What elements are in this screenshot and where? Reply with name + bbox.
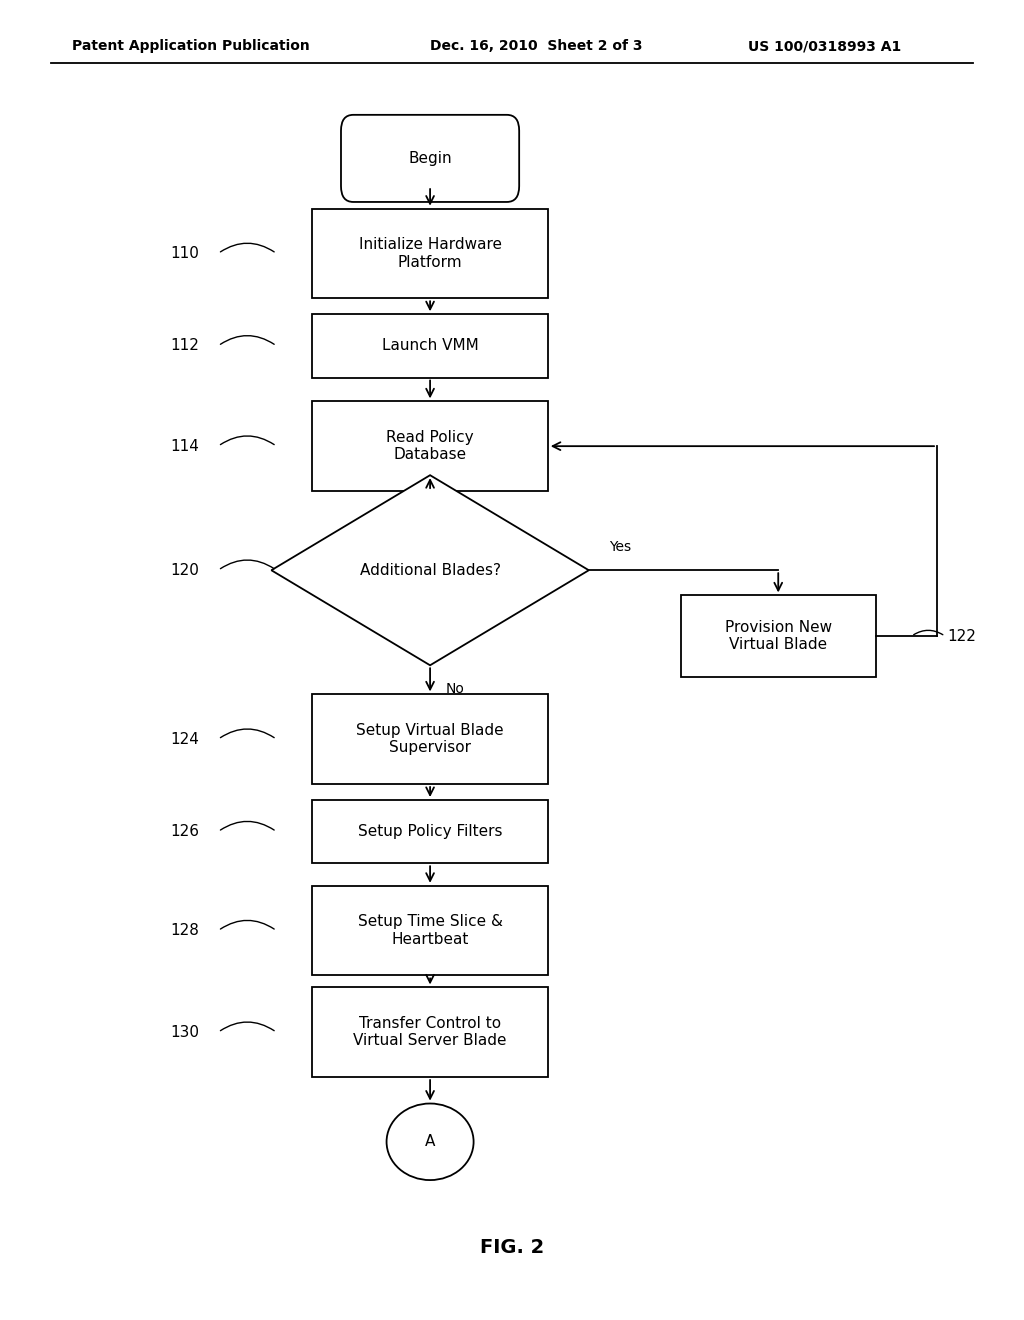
Text: Initialize Hardware
Platform: Initialize Hardware Platform <box>358 238 502 269</box>
Text: FIG. 2: FIG. 2 <box>480 1238 544 1257</box>
Ellipse shape <box>386 1104 473 1180</box>
Bar <box>312 401 548 491</box>
Text: Read Policy
Database: Read Policy Database <box>386 430 474 462</box>
Text: 120: 120 <box>171 562 200 578</box>
Text: No: No <box>445 682 464 696</box>
Polygon shape <box>271 475 589 665</box>
Text: Additional Blades?: Additional Blades? <box>359 562 501 578</box>
Text: Setup Time Slice &
Heartbeat: Setup Time Slice & Heartbeat <box>357 915 503 946</box>
Text: Patent Application Publication: Patent Application Publication <box>72 40 309 53</box>
Text: A: A <box>425 1134 435 1150</box>
Bar <box>312 987 548 1077</box>
Bar <box>681 595 876 677</box>
Bar <box>312 314 548 378</box>
Text: Provision New
Virtual Blade: Provision New Virtual Blade <box>725 620 831 652</box>
Text: Yes: Yes <box>609 540 632 554</box>
Text: Setup Virtual Blade
Supervisor: Setup Virtual Blade Supervisor <box>356 723 504 755</box>
Bar <box>312 886 548 975</box>
Text: 128: 128 <box>171 923 200 939</box>
Bar <box>312 694 548 784</box>
Text: Setup Policy Filters: Setup Policy Filters <box>357 824 503 840</box>
Bar <box>312 209 548 298</box>
Text: 126: 126 <box>171 824 200 840</box>
Text: 114: 114 <box>171 438 200 454</box>
Text: 124: 124 <box>171 731 200 747</box>
Text: Launch VMM: Launch VMM <box>382 338 478 354</box>
Text: US 100/0318993 A1: US 100/0318993 A1 <box>748 40 901 53</box>
Text: 130: 130 <box>171 1024 200 1040</box>
Text: 110: 110 <box>171 246 200 261</box>
Text: 122: 122 <box>947 628 976 644</box>
Bar <box>312 800 548 863</box>
Text: 112: 112 <box>171 338 200 354</box>
Text: Begin: Begin <box>409 150 452 166</box>
Text: Transfer Control to
Virtual Server Blade: Transfer Control to Virtual Server Blade <box>353 1016 507 1048</box>
Text: Dec. 16, 2010  Sheet 2 of 3: Dec. 16, 2010 Sheet 2 of 3 <box>430 40 643 53</box>
FancyBboxPatch shape <box>341 115 519 202</box>
